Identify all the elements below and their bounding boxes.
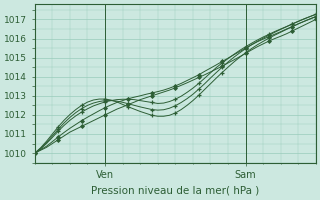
- X-axis label: Pression niveau de la mer( hPa ): Pression niveau de la mer( hPa ): [91, 186, 260, 196]
